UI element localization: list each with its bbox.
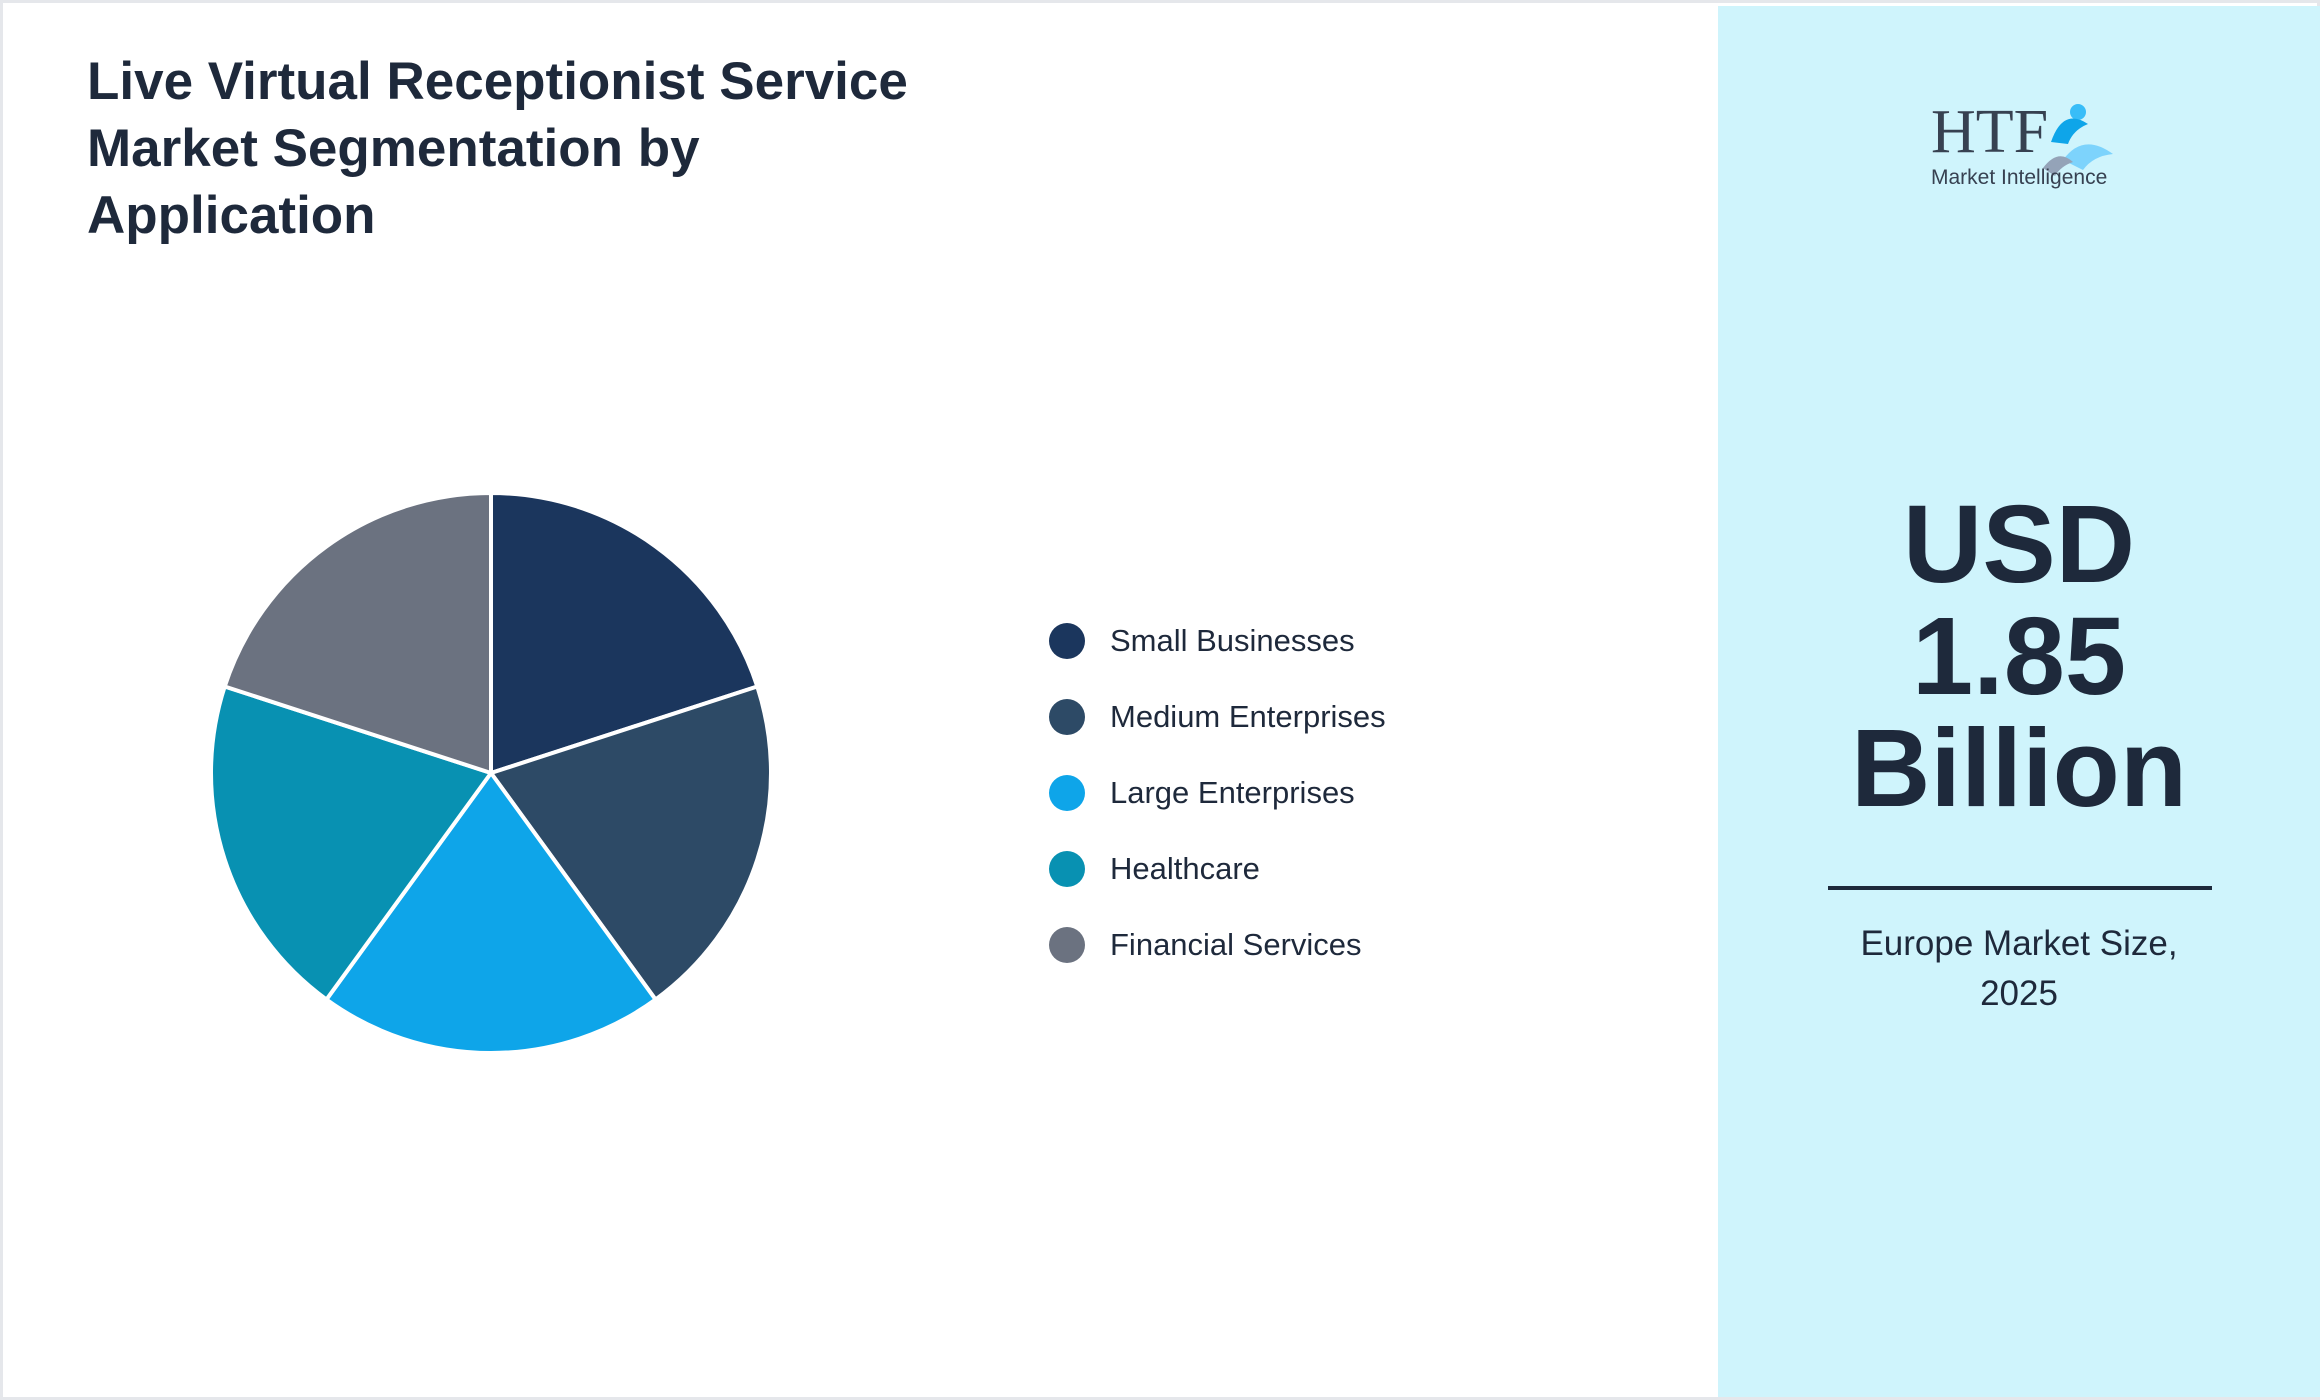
pie-slice-small-businesses[interactable]: [489, 491, 760, 775]
legend-label: Large Enterprises: [1110, 775, 1355, 810]
htf-logo: HTF Market Intelligence: [1923, 82, 2123, 192]
legend-swatch: [1049, 927, 1085, 963]
legend-item[interactable]: Financial Services: [1049, 907, 1386, 983]
htf-logo-icon: HTF Market Intelligence: [1931, 98, 2113, 189]
legend-swatch: [1049, 775, 1085, 811]
pie-slice-large-enterprises[interactable]: [324, 771, 658, 1055]
divider: [1828, 886, 2212, 890]
legend-item[interactable]: Healthcare: [1049, 831, 1386, 907]
chart-title: Live Virtual Receptionist Service Market…: [87, 52, 908, 245]
logo-text: HTF: [1931, 98, 2048, 166]
market-value-line: USD: [1902, 483, 2136, 606]
caption-line: Europe Market Size,: [1860, 924, 2178, 963]
legend-swatch: [1049, 623, 1085, 659]
legend-swatch: [1049, 851, 1085, 887]
legend-item[interactable]: Large Enterprises: [1049, 755, 1386, 831]
market-value: USD 1.85 Billion: [1718, 489, 2320, 825]
caption-line: 2025: [1980, 974, 2058, 1013]
pie-chart: [196, 478, 786, 1068]
main-panel: Live Virtual Receptionist Service Market…: [6, 6, 1718, 1397]
pie-slice-healthcare[interactable]: [209, 684, 493, 1002]
pie-chart-svg: [209, 491, 773, 1055]
legend-label: Small Businesses: [1110, 623, 1355, 658]
pie-slice-financial-services[interactable]: [222, 491, 493, 775]
legend-item[interactable]: Medium Enterprises: [1049, 679, 1386, 755]
market-value-line: Billion: [1850, 707, 2188, 830]
side-panel: HTF Market Intelligence USD 1.85 Billion…: [1718, 6, 2320, 1397]
pie-slice-medium-enterprises[interactable]: [489, 684, 773, 1002]
market-value-line: 1.85: [1911, 595, 2127, 718]
logo-subtext: Market Intelligence: [1931, 166, 2107, 189]
chart-legend: Small Businesses Medium Enterprises Large …: [1049, 603, 1386, 983]
legend-label: Medium Enterprises: [1110, 699, 1386, 734]
market-caption: Europe Market Size, 2025: [1718, 919, 2320, 1019]
legend-item[interactable]: Small Businesses: [1049, 603, 1386, 679]
legend-label: Financial Services: [1110, 927, 1362, 962]
legend-swatch: [1049, 699, 1085, 735]
legend-label: Healthcare: [1110, 851, 1260, 886]
